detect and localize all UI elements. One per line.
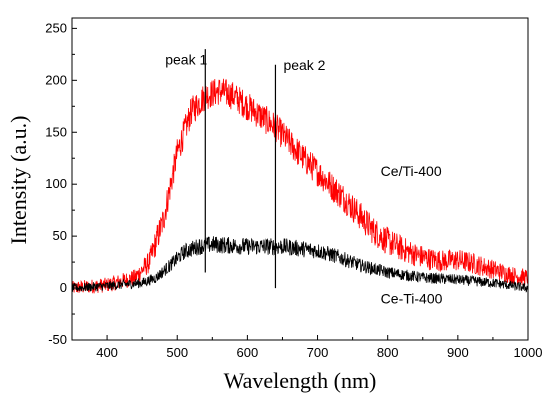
x-axis-title: Wavelength (nm) xyxy=(224,368,377,393)
x-axis: 400 500 600 700 800 900 1000 xyxy=(71,335,543,360)
y-tick-label: 250 xyxy=(45,20,67,35)
y-tick-label: 0 xyxy=(60,280,67,295)
x-tick-label: 600 xyxy=(237,345,259,360)
annotations: peak 1 peak 2 Ce/Ti-400 Ce-Ti-400 xyxy=(165,52,442,307)
x-tick-label: 1000 xyxy=(514,345,543,360)
annotation-label: Ce-Ti-400 xyxy=(381,291,443,307)
y-axis: -50 0 50 100 150 200 250 xyxy=(45,20,77,347)
y-tick-label: 100 xyxy=(45,176,67,191)
peak-lines xyxy=(204,49,277,289)
x-tick-label: 900 xyxy=(447,345,469,360)
annotation-label: peak 2 xyxy=(283,57,325,73)
annotation-label: Ce/Ti-400 xyxy=(381,163,442,179)
series-layer xyxy=(71,78,529,294)
y-tick-label: 150 xyxy=(45,124,67,139)
plot-frame xyxy=(71,17,529,341)
y-axis-title: Intensity (a.u.) xyxy=(6,116,31,245)
x-tick-label: 500 xyxy=(166,345,188,360)
series-line-ce-slash-ti-400 xyxy=(71,78,529,294)
annotation-label: peak 1 xyxy=(165,52,207,68)
y-tick-label: 50 xyxy=(53,228,67,243)
x-tick-label: 800 xyxy=(377,345,399,360)
x-tick-label: 400 xyxy=(96,345,118,360)
series-line-ce-ti-400 xyxy=(71,236,529,293)
x-tick-label: 700 xyxy=(307,345,329,360)
y-tick-label: 200 xyxy=(45,72,67,87)
y-tick-label: -50 xyxy=(48,332,67,347)
